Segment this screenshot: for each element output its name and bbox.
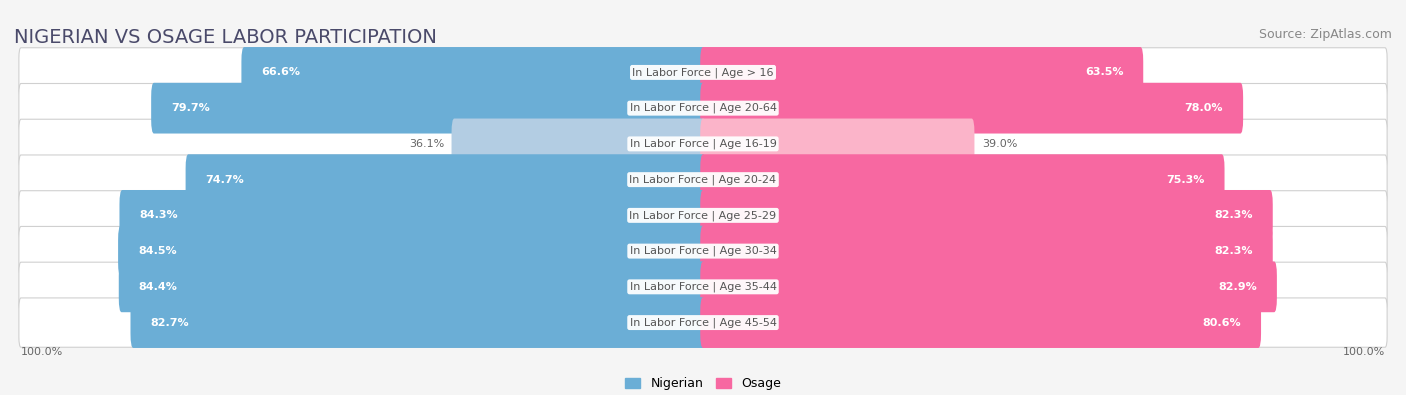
FancyBboxPatch shape [18,155,1388,204]
Text: 84.4%: 84.4% [139,282,177,292]
FancyBboxPatch shape [120,190,706,241]
FancyBboxPatch shape [186,154,706,205]
Text: 79.7%: 79.7% [172,103,209,113]
Text: In Labor Force | Age 35-44: In Labor Force | Age 35-44 [630,282,776,292]
FancyBboxPatch shape [700,118,974,169]
Text: 66.6%: 66.6% [262,68,301,77]
FancyBboxPatch shape [700,154,1225,205]
Text: 100.0%: 100.0% [21,347,63,357]
Text: 36.1%: 36.1% [409,139,444,149]
FancyBboxPatch shape [18,83,1388,133]
Text: In Labor Force | Age 16-19: In Labor Force | Age 16-19 [630,139,776,149]
Text: 63.5%: 63.5% [1085,68,1123,77]
Text: 82.7%: 82.7% [150,318,188,327]
Text: In Labor Force | Age 30-34: In Labor Force | Age 30-34 [630,246,776,256]
Text: 100.0%: 100.0% [1343,347,1385,357]
FancyBboxPatch shape [118,226,706,276]
Text: In Labor Force | Age > 16: In Labor Force | Age > 16 [633,67,773,78]
FancyBboxPatch shape [118,261,706,312]
Text: 84.5%: 84.5% [138,246,177,256]
Text: NIGERIAN VS OSAGE LABOR PARTICIPATION: NIGERIAN VS OSAGE LABOR PARTICIPATION [14,28,437,47]
Text: 80.6%: 80.6% [1202,318,1241,327]
FancyBboxPatch shape [152,83,706,134]
FancyBboxPatch shape [700,190,1272,241]
Text: In Labor Force | Age 20-64: In Labor Force | Age 20-64 [630,103,776,113]
FancyBboxPatch shape [700,261,1277,312]
FancyBboxPatch shape [18,191,1388,240]
FancyBboxPatch shape [131,297,706,348]
FancyBboxPatch shape [700,226,1272,276]
Legend: Nigerian, Osage: Nigerian, Osage [620,372,786,395]
Text: 82.9%: 82.9% [1218,282,1257,292]
Text: Source: ZipAtlas.com: Source: ZipAtlas.com [1258,28,1392,41]
Text: 82.3%: 82.3% [1215,211,1253,220]
Text: 39.0%: 39.0% [981,139,1018,149]
FancyBboxPatch shape [700,83,1243,134]
Text: 75.3%: 75.3% [1166,175,1205,184]
Text: In Labor Force | Age 25-29: In Labor Force | Age 25-29 [630,210,776,221]
Text: In Labor Force | Age 45-54: In Labor Force | Age 45-54 [630,317,776,328]
FancyBboxPatch shape [451,118,706,169]
FancyBboxPatch shape [18,119,1388,169]
Text: 78.0%: 78.0% [1185,103,1223,113]
Text: In Labor Force | Age 20-24: In Labor Force | Age 20-24 [630,174,776,185]
FancyBboxPatch shape [18,226,1388,276]
Text: 84.3%: 84.3% [139,211,179,220]
FancyBboxPatch shape [700,297,1261,348]
Text: 74.7%: 74.7% [205,175,245,184]
Text: 82.3%: 82.3% [1215,246,1253,256]
FancyBboxPatch shape [18,298,1388,347]
FancyBboxPatch shape [700,47,1143,98]
FancyBboxPatch shape [242,47,706,98]
FancyBboxPatch shape [18,48,1388,97]
FancyBboxPatch shape [18,262,1388,312]
